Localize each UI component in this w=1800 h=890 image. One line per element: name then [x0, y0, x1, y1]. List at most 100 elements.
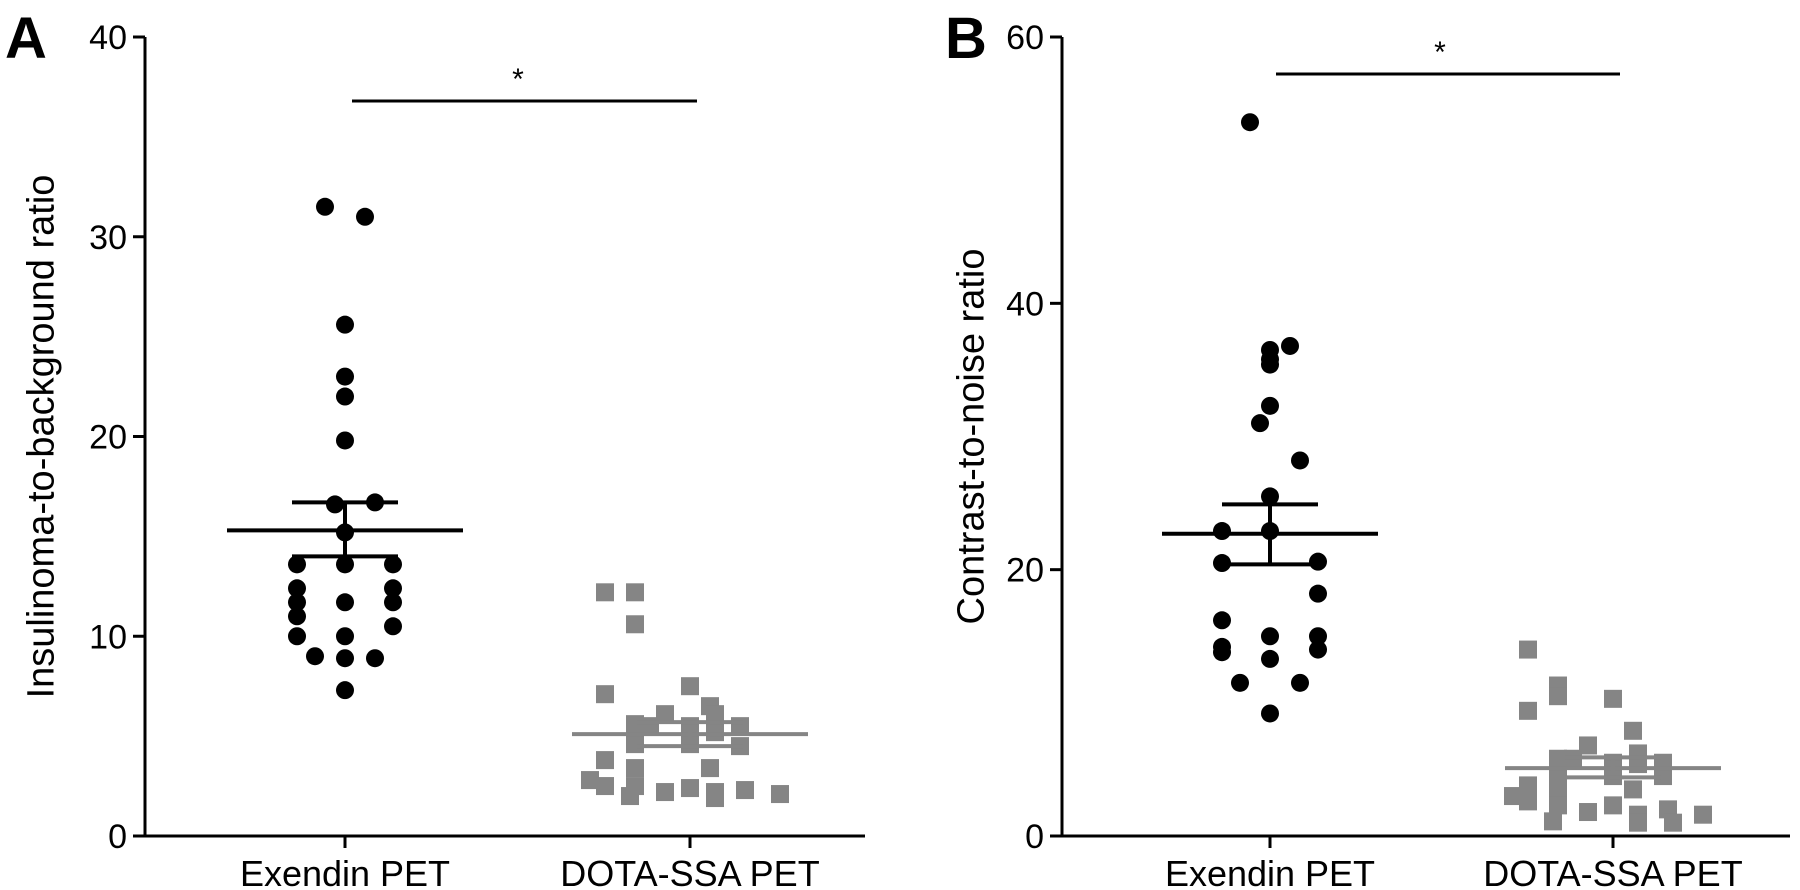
data-point: [1519, 792, 1537, 811]
data-point: [288, 607, 306, 626]
data-point: [1309, 640, 1327, 659]
data-point: [336, 593, 354, 612]
y-tick-label: 40: [1006, 285, 1044, 323]
data-point: [1231, 673, 1249, 692]
x-tick-label: DOTA-SSA PET: [1483, 853, 1742, 890]
data-point: [316, 197, 334, 216]
y-axis-label: Contrast-to-noise ratio: [950, 249, 992, 625]
data-point: [336, 649, 354, 668]
data-point: [626, 759, 644, 778]
y-tick-label: 60: [1006, 19, 1044, 57]
data-point: [288, 627, 306, 646]
data-point: [736, 781, 754, 800]
y-tick-label: 20: [89, 419, 127, 457]
panel-a: A 0 10 20 30 40 Insulinoma-to-background ratio…: [5, 6, 865, 890]
data-point: [626, 735, 644, 754]
data-point: [384, 579, 402, 598]
data-point: [1309, 627, 1327, 646]
data-point: [701, 759, 719, 778]
x-tick-label: DOTA-SSA PET: [560, 853, 819, 890]
data-point: [1694, 805, 1712, 824]
data-point: [1213, 522, 1231, 541]
data-point: [1309, 552, 1327, 571]
data-point: [1281, 336, 1299, 355]
data-point: [336, 367, 354, 386]
data-point: [706, 789, 724, 808]
data-point: [626, 615, 644, 634]
significance-marker: *: [1434, 36, 1446, 69]
data-point: [384, 555, 402, 574]
data-point: [288, 593, 306, 612]
data-point: [1261, 396, 1279, 415]
data-point: [596, 751, 614, 770]
data-point: [336, 627, 354, 646]
data-point: [1291, 451, 1309, 470]
significance-marker: *: [512, 63, 524, 96]
data-point: [336, 315, 354, 334]
data-point: [706, 705, 724, 724]
panel-letter: B: [945, 6, 987, 71]
y-tick-label: 10: [89, 618, 127, 656]
x-tick-label: Exendin PET: [1165, 853, 1375, 890]
data-point: [1261, 355, 1279, 374]
data-point: [1549, 780, 1567, 799]
data-point: [596, 777, 614, 796]
data-point: [288, 579, 306, 598]
data-point: [1549, 687, 1567, 706]
data-point: [366, 649, 384, 668]
data-point: [656, 705, 674, 724]
data-point: [581, 771, 599, 790]
data-point: [306, 647, 324, 666]
data-point: [1309, 584, 1327, 603]
data-point: [356, 207, 374, 226]
y-tick-label: 20: [1006, 552, 1044, 590]
data-point: [656, 783, 674, 802]
data-point: [621, 787, 639, 806]
data-point: [336, 387, 354, 406]
data-point: [681, 677, 699, 696]
data-point: [1261, 627, 1279, 646]
data-point: [1624, 721, 1642, 740]
data-point: [1549, 763, 1567, 782]
data-point: [596, 583, 614, 602]
data-point: [336, 681, 354, 700]
data-point: [1251, 414, 1269, 433]
data-point: [1624, 780, 1642, 799]
panel-letter: A: [5, 6, 47, 71]
data-point: [1604, 689, 1622, 708]
data-point: [1261, 704, 1279, 723]
data-point: [1629, 813, 1647, 832]
data-point: [336, 431, 354, 450]
data-point: [771, 785, 789, 804]
data-point: [1504, 787, 1522, 806]
data-point: [1579, 736, 1597, 755]
data-point: [384, 593, 402, 612]
y-tick-label: 40: [89, 19, 127, 57]
data-point: [336, 555, 354, 574]
data-point: [1604, 796, 1622, 815]
data-point: [626, 583, 644, 602]
data-point: [288, 555, 306, 574]
data-point: [1664, 813, 1682, 832]
data-point: [1549, 796, 1567, 815]
data-point: [1544, 812, 1562, 831]
y-tick-label: 30: [89, 219, 127, 257]
data-point: [384, 617, 402, 636]
data-point: [1241, 113, 1259, 132]
data-point: [1519, 701, 1537, 720]
y-tick-label: 0: [1025, 818, 1044, 856]
data-point: [1291, 673, 1309, 692]
panel-b: B 0 20 40 60 Contrast-to-noise ratio Exendin P…: [945, 6, 1790, 890]
data-point: [1213, 611, 1231, 630]
data-point: [1519, 776, 1537, 795]
y-tick-label: 0: [108, 818, 127, 856]
data-point: [626, 715, 644, 734]
data-point: [1213, 643, 1231, 662]
data-point: [1519, 640, 1537, 659]
data-point: [1654, 767, 1672, 786]
data-point: [1261, 649, 1279, 668]
x-tick-label: Exendin PET: [240, 853, 450, 890]
data-point: [1579, 803, 1597, 822]
data-point: [596, 685, 614, 704]
